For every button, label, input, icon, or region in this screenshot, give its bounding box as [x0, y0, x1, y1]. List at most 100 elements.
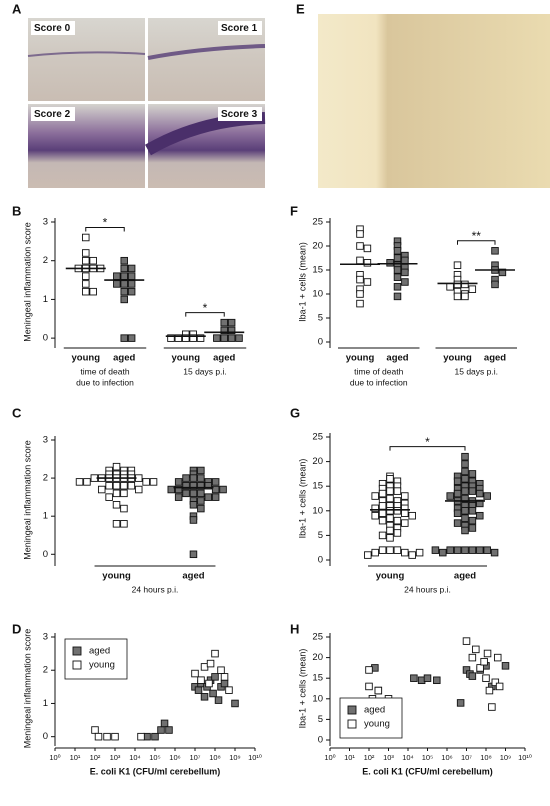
x-tick-label: aged: [484, 353, 506, 364]
point: [476, 664, 484, 672]
point: [231, 699, 239, 708]
point: [461, 507, 469, 515]
x-tick-label: 10⁹: [500, 753, 512, 762]
point: [462, 637, 471, 645]
meninges: [147, 44, 266, 60]
x-tick-label: aged: [182, 571, 204, 582]
x-tick-label: 10⁰: [324, 753, 335, 762]
point: [127, 272, 136, 280]
legend-swatch: [347, 705, 357, 715]
y-tick-label: 1: [43, 511, 48, 522]
panel-label: B: [12, 203, 21, 218]
y-tick-label: 25: [312, 632, 323, 643]
point: [393, 247, 402, 255]
point: [468, 653, 477, 662]
group-label: time of death: [354, 366, 403, 376]
x-tick-label: aged: [113, 353, 135, 364]
point: [189, 501, 198, 509]
significance-bracket: [85, 226, 125, 232]
point: [401, 278, 409, 286]
x-tick-label: young: [346, 353, 375, 364]
point: [227, 326, 236, 335]
point: [209, 689, 217, 698]
point: [485, 686, 494, 695]
point: [401, 548, 409, 557]
point: [501, 662, 510, 670]
panel-label: G: [290, 405, 300, 420]
point: [386, 534, 394, 542]
point: [189, 474, 198, 482]
point: [401, 509, 409, 518]
point: [408, 551, 416, 559]
point: [189, 334, 197, 342]
legend-swatch: [347, 719, 357, 729]
point: [112, 501, 121, 509]
point: [480, 657, 488, 666]
x-axis-label: E. coli K1 (CFU/ml cerebellum): [90, 766, 221, 776]
y-tick-label: 10: [312, 505, 323, 516]
point: [415, 548, 424, 557]
x-tick-label: 10⁷: [189, 753, 200, 762]
point: [113, 280, 121, 288]
point: [431, 546, 440, 554]
x-tick-label: young: [443, 353, 472, 364]
point: [401, 492, 409, 500]
point: [453, 477, 462, 486]
label-box: [31, 107, 75, 121]
point: [127, 264, 136, 273]
point: [386, 514, 394, 522]
point: [157, 726, 165, 734]
x-tick-label: young: [172, 353, 201, 364]
point: [453, 519, 462, 527]
point: [393, 283, 402, 291]
point: [112, 520, 121, 528]
point: [120, 280, 128, 288]
point: [189, 550, 198, 559]
point: [356, 256, 364, 265]
point: [217, 666, 225, 674]
point: [82, 233, 90, 242]
x-tick-label: 10⁹: [229, 753, 241, 762]
point: [476, 489, 484, 498]
panel-label: E: [296, 1, 305, 16]
point: [393, 292, 402, 301]
point: [363, 259, 372, 267]
group-label: 15 days p.i.: [455, 366, 498, 376]
meninges: [27, 51, 146, 57]
x-tick-label: 10²: [364, 753, 375, 762]
point: [364, 551, 372, 559]
point: [472, 645, 480, 654]
point: [378, 546, 387, 554]
point: [120, 272, 128, 280]
point: [386, 475, 394, 483]
y-tick-label: 1: [43, 294, 48, 305]
y-tick-label: 0: [318, 735, 323, 746]
point: [112, 462, 121, 471]
point: [456, 699, 465, 707]
point: [194, 686, 203, 694]
point: [197, 481, 205, 490]
point: [356, 290, 364, 298]
point: [490, 548, 499, 557]
label-box: [218, 21, 262, 35]
point: [365, 682, 373, 691]
x-tick-label: young: [102, 571, 131, 582]
point: [468, 470, 477, 478]
point: [105, 493, 113, 501]
group-label: due to infection: [350, 377, 408, 387]
point: [120, 520, 128, 528]
significance-bracket: [389, 446, 466, 451]
point: [213, 334, 221, 342]
y-tick-label: 15: [312, 673, 323, 684]
point: [378, 516, 387, 525]
point: [200, 693, 209, 701]
legend-box: [64, 638, 128, 680]
point: [378, 502, 387, 510]
point: [453, 509, 462, 518]
point: [461, 460, 469, 468]
point: [120, 287, 128, 296]
point: [97, 485, 106, 494]
y-axis-label: Iba-1 + cells (mean): [297, 649, 307, 729]
legend-label: young: [89, 660, 115, 671]
point: [120, 256, 128, 265]
